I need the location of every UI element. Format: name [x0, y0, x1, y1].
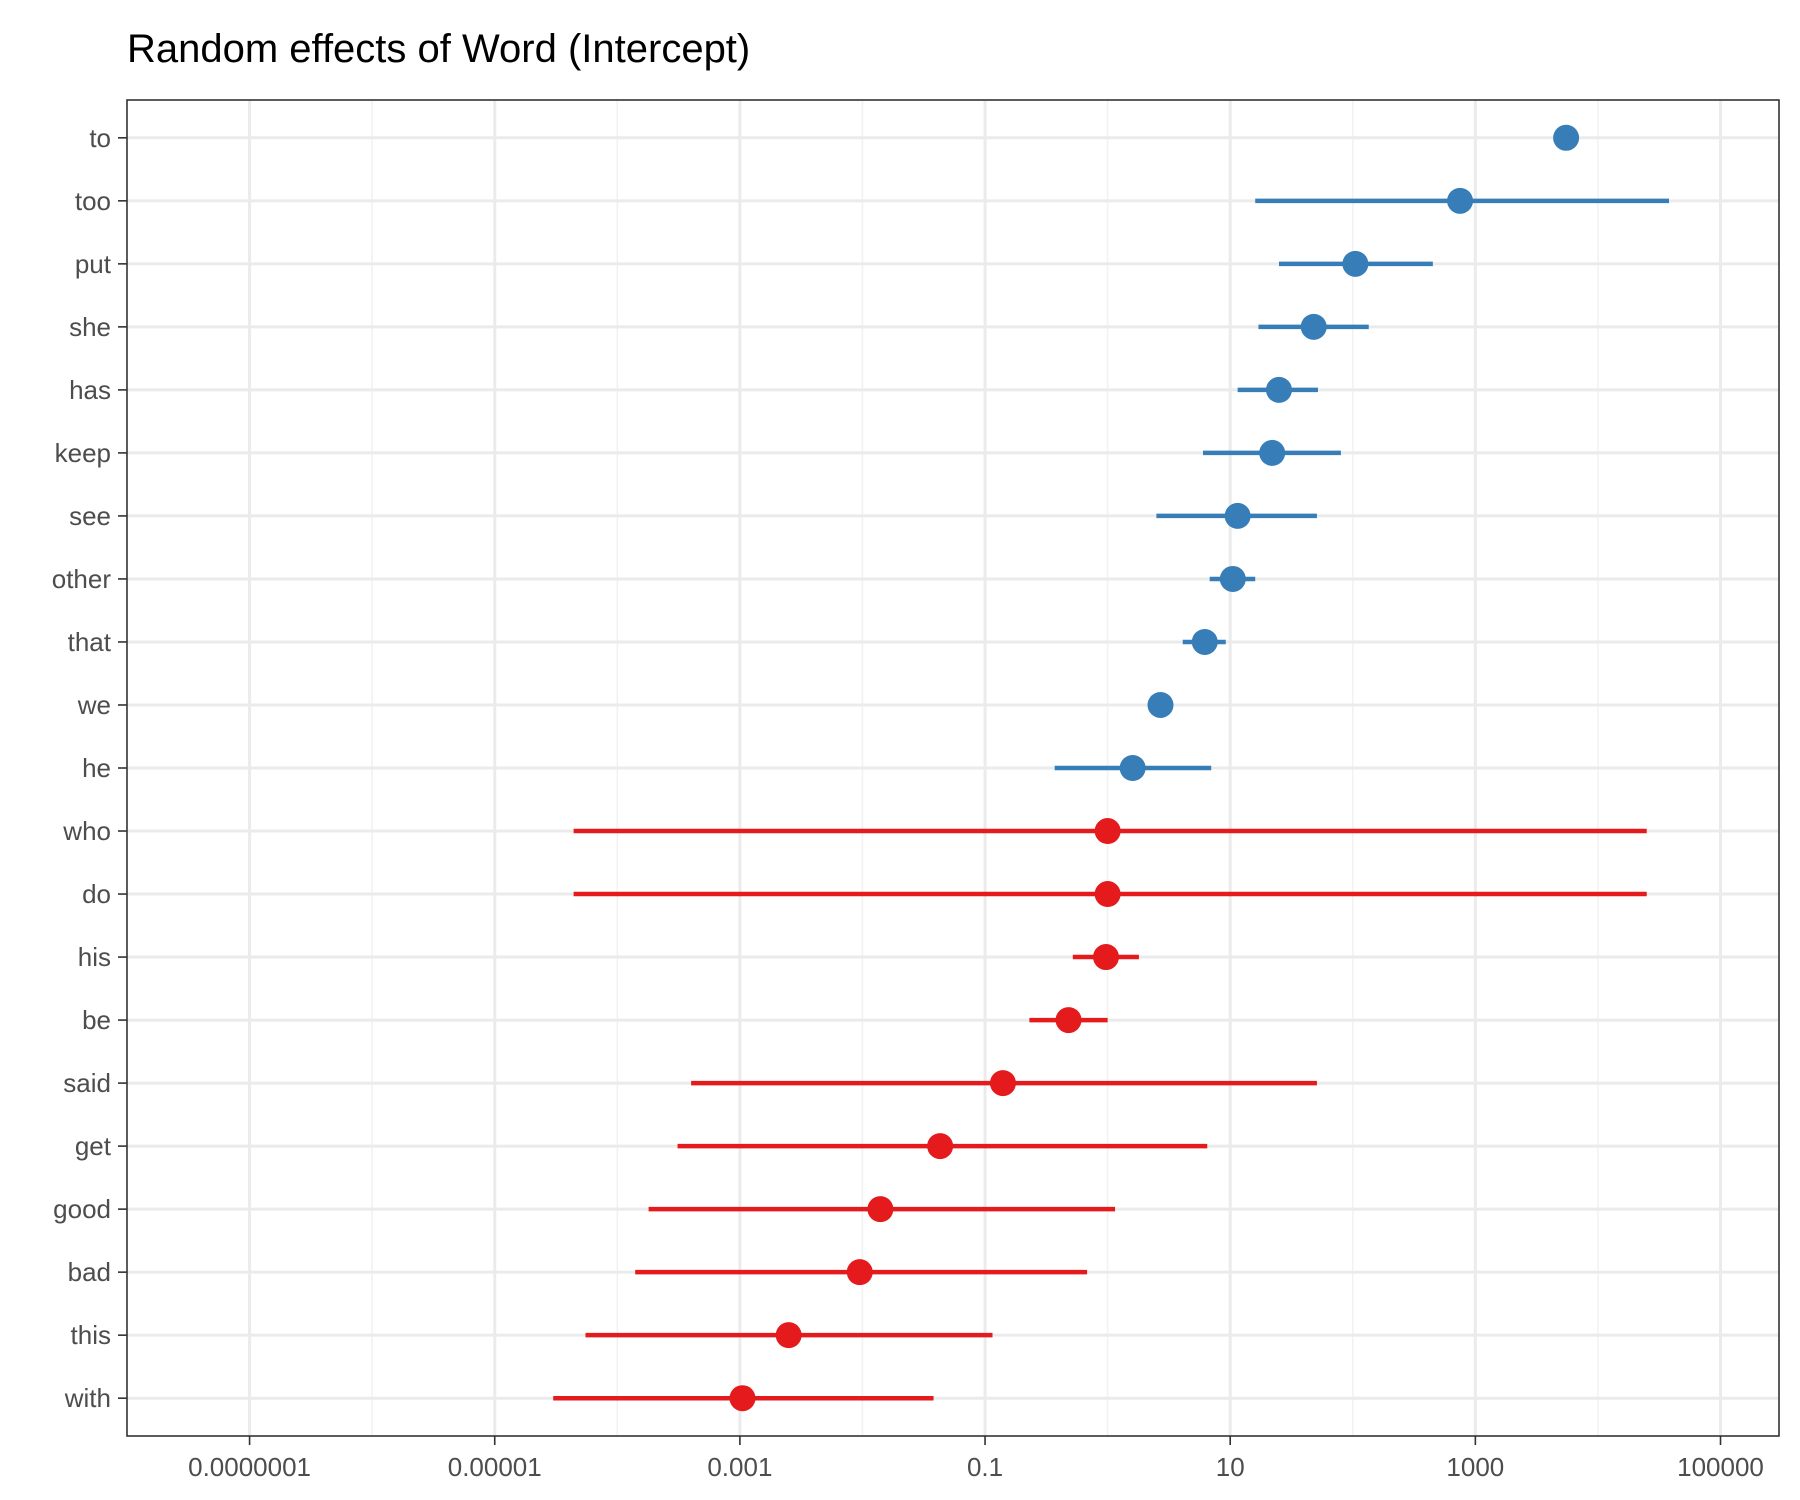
y-tick-label: we — [77, 690, 111, 720]
y-axis: to too put she has keep see other that we he who do h… — [52, 123, 127, 1413]
point-get — [927, 1133, 954, 1160]
point-said — [989, 1070, 1016, 1097]
y-tick-label: get — [75, 1131, 112, 1161]
point-do — [1094, 881, 1121, 908]
y-tick-label: she — [69, 312, 111, 342]
point-good — [867, 1196, 894, 1223]
point-be — [1055, 1007, 1082, 1034]
point-who — [1094, 818, 1121, 845]
y-tick-label: good — [53, 1194, 111, 1224]
x-tick-label: 0.001 — [707, 1452, 772, 1482]
point-see — [1224, 502, 1251, 529]
point-keep — [1259, 439, 1286, 466]
chart-title: Random effects of Word (Intercept) — [127, 27, 750, 71]
estimate-points — [729, 124, 1580, 1412]
y-tick-label: too — [75, 186, 111, 216]
point-bad — [846, 1259, 873, 1286]
point-other — [1219, 565, 1246, 592]
point-this — [775, 1322, 802, 1349]
major-gridlines — [127, 100, 1779, 1436]
y-tick-label: his — [78, 942, 111, 972]
x-axis: 0.0000001 0.00001 0.001 0.1 10 1000 100000 — [188, 1436, 1764, 1482]
point-has — [1265, 376, 1292, 403]
point-with — [729, 1385, 756, 1412]
x-tick-label: 10 — [1216, 1452, 1245, 1482]
confidence-intervals — [553, 198, 1670, 1401]
x-tick-label: 0.00001 — [448, 1452, 542, 1482]
y-tick-label: see — [69, 501, 111, 531]
y-tick-label: that — [68, 627, 112, 657]
y-tick-label: has — [69, 375, 111, 405]
y-tick-label: he — [82, 753, 111, 783]
y-tick-label: do — [82, 879, 111, 909]
y-tick-label: said — [63, 1068, 111, 1098]
point-that — [1191, 628, 1218, 655]
point-he — [1119, 755, 1146, 781]
point-she — [1300, 313, 1327, 340]
x-tick-label: 1000 — [1446, 1452, 1504, 1482]
point-put — [1342, 250, 1369, 277]
y-tick-label: with — [64, 1383, 111, 1413]
x-tick-label: 0.0000001 — [188, 1452, 311, 1482]
y-tick-label: bad — [68, 1257, 111, 1287]
y-tick-label: keep — [55, 438, 111, 468]
point-we — [1147, 691, 1174, 718]
x-tick-label: 100000 — [1677, 1452, 1764, 1482]
point-too — [1447, 187, 1474, 214]
y-tick-label: to — [89, 123, 111, 153]
point-his — [1093, 944, 1120, 971]
y-tick-label: put — [75, 249, 112, 279]
y-tick-label: who — [62, 816, 111, 846]
y-tick-label: this — [71, 1320, 111, 1350]
y-tick-label: other — [52, 564, 112, 594]
x-tick-label: 0.1 — [967, 1452, 1003, 1482]
y-tick-label: be — [82, 1005, 111, 1035]
point-to — [1553, 124, 1580, 151]
